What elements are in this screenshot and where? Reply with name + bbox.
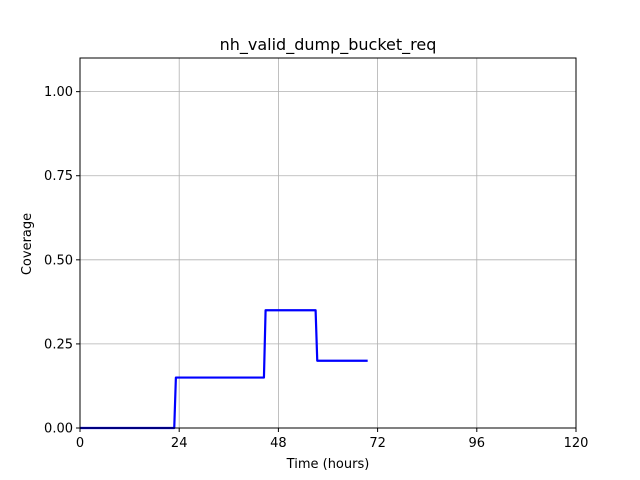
x-tick-label: 96 [469,436,486,451]
x-tick-label: 48 [270,436,287,451]
chart-title: nh_valid_dump_bucket_req [220,35,437,55]
y-tick-label: 0.75 [44,169,73,184]
plot-frame [79,57,577,429]
x-axis-label: Time (hours) [286,457,370,472]
axes-frame [79,57,577,429]
tick-layer: 0 24 48 72 96 120 0.00 0.25 0.50 0.75 1.00 [44,85,588,451]
y-tick-label: 1.00 [44,85,73,100]
x-tick-label: 120 [564,436,589,451]
y-axis-label: Coverage [20,213,35,275]
coverage-series-line [80,309,368,430]
y-tick-label: 0.00 [44,422,73,437]
x-tick-label: 24 [171,436,188,451]
x-tick-label: 72 [369,436,386,451]
x-tick-label: 0 [76,436,84,451]
series-layer [80,309,368,430]
y-tick-label: 0.25 [44,337,73,352]
y-tick-label: 0.50 [44,253,73,268]
grid-lines [79,58,577,429]
